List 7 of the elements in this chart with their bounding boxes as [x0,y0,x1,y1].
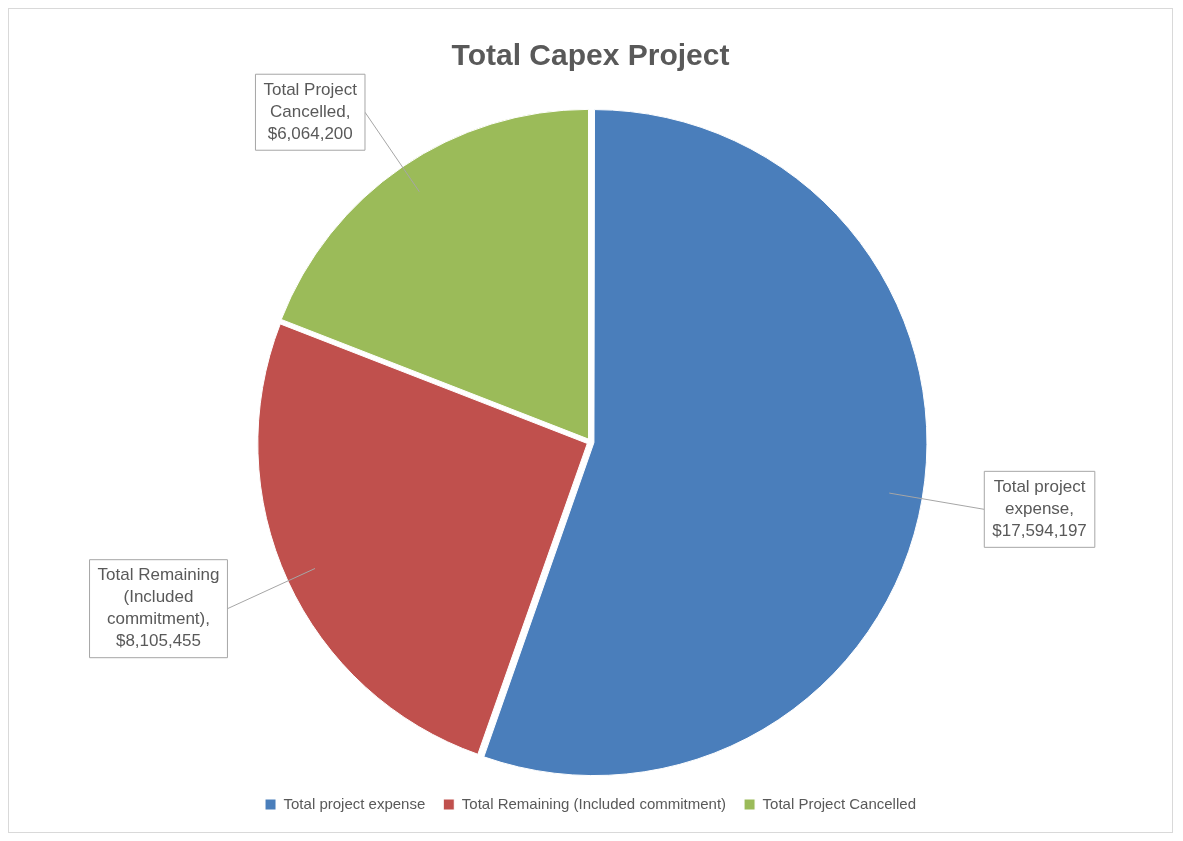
legend-label: Total project expense [283,794,426,812]
data-label: Total Remaining (Included commitment), $8,105,455 [97,565,220,651]
data-label: Total Project Cancelled, $6,064,200 [263,79,358,143]
chart-title: Total Capex Project [451,38,730,72]
legend-label: Total Remaining (Included commitment) [461,794,727,812]
legend-label: Total Project Cancelled [762,794,916,812]
data-label: Total project expense, $17,594,197 [992,477,1087,541]
